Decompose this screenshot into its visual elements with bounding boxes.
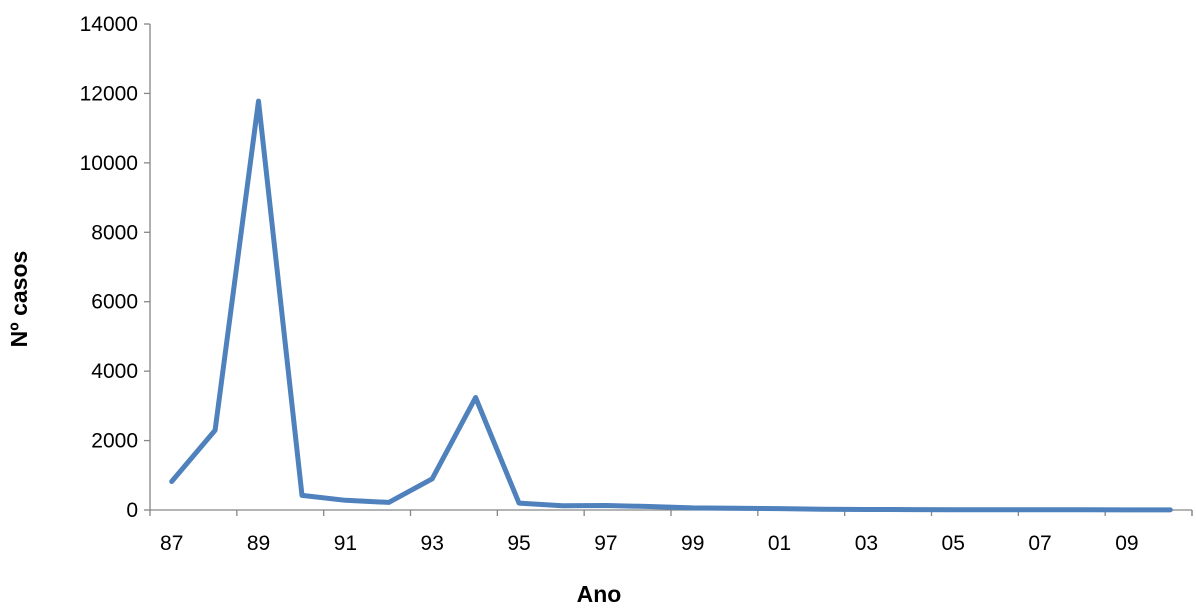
x-tick-label: 89 (247, 532, 270, 555)
y-tick-label: 6000 (91, 291, 138, 314)
x-tick-label: 05 (942, 532, 965, 555)
y-tick-label: 4000 (91, 360, 138, 383)
y-axis: 0 2000 4000 6000 8000 10000 12000 14000 (80, 13, 151, 522)
series-layer (169, 98, 1173, 513)
x-axis-title: Ano (577, 581, 622, 607)
y-tick-label: 12000 (80, 82, 138, 105)
series-line-0 (169, 98, 1173, 513)
x-tick-label: 91 (334, 532, 357, 555)
x-tick-label: 93 (421, 532, 444, 555)
x-tick-label: 07 (1028, 532, 1051, 555)
x-axis: 87 89 91 93 95 97 99 01 03 05 07 09 (149, 509, 1193, 555)
y-axis-title: Nº casos (6, 251, 32, 348)
x-tick-label: 97 (594, 532, 617, 555)
y-tick-label: 14000 (80, 13, 138, 36)
x-tick-label: 95 (507, 532, 530, 555)
x-tick-label: 03 (855, 532, 878, 555)
y-tick-label: 2000 (91, 430, 138, 453)
x-tick-label: 01 (768, 532, 791, 555)
y-tick-label: 0 (126, 499, 138, 522)
x-tick-label: 87 (160, 532, 183, 555)
x-tick-label: 99 (681, 532, 704, 555)
x-tick-label: 09 (1115, 532, 1138, 555)
y-tick-label: 10000 (80, 152, 138, 175)
y-tick-label: 8000 (91, 221, 138, 244)
